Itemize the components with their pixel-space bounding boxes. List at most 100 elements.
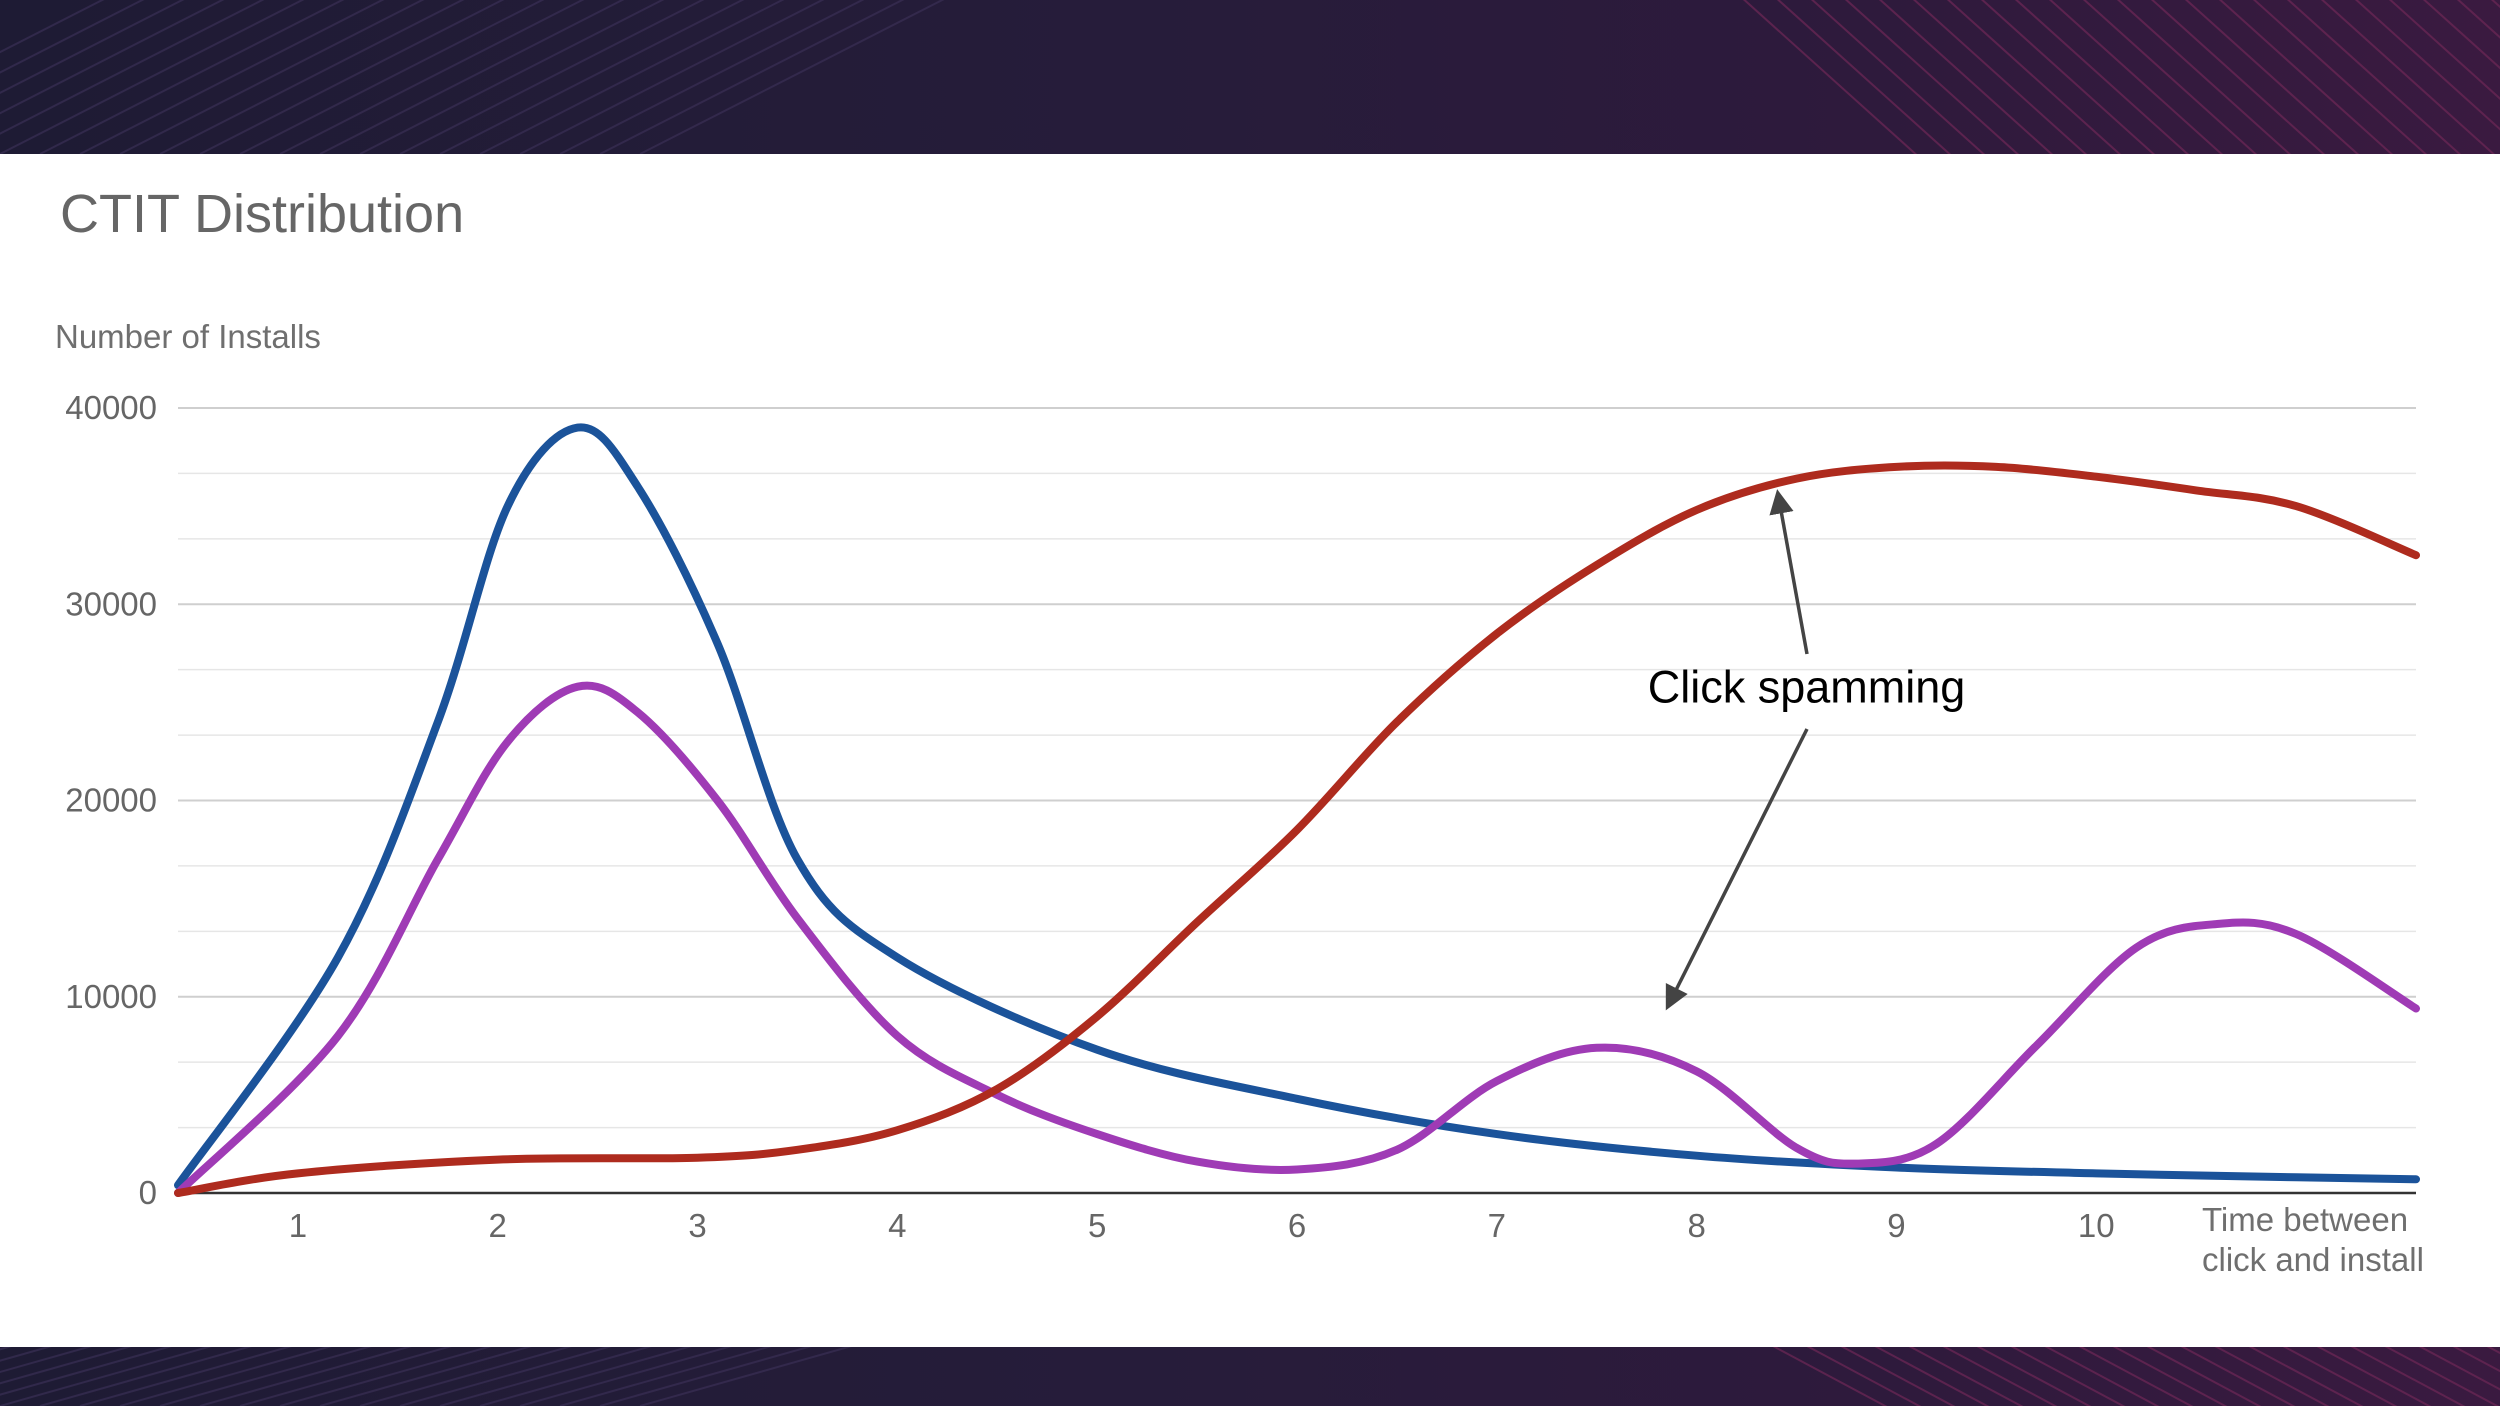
series-lines: [174, 423, 2420, 1197]
decorative-line: [2418, 1347, 2500, 1391]
x-tick-label: 3: [688, 1207, 706, 1244]
decorative-line: [2044, 1347, 2160, 1406]
decorative-line: [1874, 1347, 1990, 1406]
decorative-line: [439, 0, 745, 154]
decorative-line: [2078, 1347, 2194, 1406]
decorative-line: [319, 1347, 532, 1406]
decorative-line: [319, 0, 625, 154]
decorative-line: [1806, 1347, 1922, 1406]
decorative-line: [239, 1347, 452, 1406]
x-tick-label: 8: [1687, 1207, 1705, 1244]
decorative-line: [2490, 0, 2500, 9]
decorative-line: [2184, 0, 2360, 154]
decorative-line: [2486, 1347, 2500, 1355]
decorative-line: [1844, 0, 2020, 154]
annotation-click-spamming: Click spamming: [1648, 661, 1966, 712]
chart-title: CTIT Distribution: [60, 184, 464, 244]
decorative-line: [1976, 1347, 2092, 1406]
decorative-line: [2354, 0, 2500, 131]
x-tick-label: 9: [1887, 1207, 1905, 1244]
decorative-line: [2010, 1347, 2126, 1406]
x-tick-label: 10: [2078, 1207, 2115, 1244]
decorative-line: [359, 0, 665, 154]
decorative-line: [2248, 1347, 2364, 1406]
decorative-line: [2482, 1347, 2500, 1406]
gridlines: [178, 407, 2416, 1195]
decorative-line: [0, 0, 105, 54]
arrow-to-red-line: [1769, 489, 1809, 655]
decorative-line: [2252, 0, 2428, 154]
decorative-line: [119, 0, 425, 154]
decorative-line: [1840, 1347, 1956, 1406]
decorative-line: [1912, 0, 2088, 154]
y-axis-ticks: 0 10000 20000 30000 40000: [65, 389, 157, 1211]
decorative-line: [279, 0, 585, 154]
decorative-line: [2180, 1347, 2296, 1406]
decorative-line: [279, 1347, 492, 1406]
x-axis-label-line-2: click and install: [2202, 1241, 2424, 1278]
decorative-line: [79, 0, 385, 154]
decorative-line: [559, 0, 865, 154]
decorative-line: [0, 0, 225, 115]
chart-panel: 0 10000 20000 30000 40000 1 2 3 4 5 6 7 8 9 10 Click …: [0, 154, 2500, 1347]
x-tick-label: 7: [1488, 1207, 1506, 1244]
decorative-line: [1942, 1347, 2058, 1406]
decorative-line: [2388, 0, 2500, 100]
x-tick-label: 5: [1088, 1207, 1106, 1244]
decorative-line: [0, 1347, 132, 1385]
decorative-line: [559, 1347, 772, 1406]
annotations: Click spamming: [1648, 489, 1966, 1011]
decorative-line: [39, 0, 345, 154]
decorative-line: [2082, 0, 2258, 154]
decorative-line: [0, 0, 145, 74]
decorative-line: [1980, 0, 2156, 154]
decorative-line: [79, 1347, 292, 1406]
decorative-line: [39, 1347, 252, 1406]
decorative-line: [239, 0, 545, 154]
decorative-line: [1946, 0, 2122, 154]
y-tick-label: 20000: [65, 782, 157, 819]
x-tick-label: 1: [289, 1207, 307, 1244]
decorative-line: [1878, 0, 2054, 154]
red-series-line: [174, 461, 2420, 1197]
decorative-line: [2218, 0, 2394, 154]
arrow-to-purple-line: [1665, 728, 1809, 1011]
y-axis-label: Number of Installs: [55, 318, 321, 355]
decorative-line: [0, 0, 305, 154]
decorative-line: [119, 1347, 332, 1406]
decorative-line: [2112, 1347, 2228, 1406]
y-tick-label: 30000: [65, 585, 157, 622]
decorative-line: [2146, 1347, 2262, 1406]
decorative-line: [2014, 0, 2190, 154]
decorative-line: [479, 0, 785, 154]
decorative-line: [639, 1347, 852, 1406]
decorative-line: [359, 1347, 572, 1406]
decorative-line: [159, 0, 465, 154]
ctit-chart: 0 10000 20000 30000 40000 1 2 3 4 5 6 7 8 9 10 Click …: [55, 184, 2424, 1278]
decorative-line: [2116, 0, 2292, 154]
decorative-line: [1772, 1347, 1888, 1406]
decorative-line: [2048, 0, 2224, 154]
x-tick-label: 6: [1288, 1207, 1306, 1244]
decorative-line: [0, 1347, 212, 1406]
decorative-line: [0, 0, 185, 94]
decorative-line: [519, 0, 825, 154]
decorative-line: [599, 1347, 812, 1406]
purple-series-line: [174, 681, 2420, 1197]
decorative-line: [0, 1347, 172, 1396]
decorative-line: [1908, 1347, 2024, 1406]
decorative-line: [2350, 1347, 2466, 1406]
y-tick-label: 0: [139, 1174, 157, 1211]
decorative-line: [2320, 0, 2496, 154]
x-axis-label-line-1: Time between: [2202, 1201, 2408, 1238]
blue-series-line: [174, 423, 2420, 1190]
decorative-line: [199, 0, 505, 154]
decorative-line: [2316, 1347, 2432, 1406]
decorative-line: [2286, 0, 2462, 154]
decorative-line: [159, 1347, 372, 1406]
decorative-line: [2214, 1347, 2330, 1406]
y-tick-label: 40000: [65, 389, 157, 426]
decorative-line: [2384, 1347, 2500, 1406]
decorative-lines: [0, 1347, 2500, 1406]
decorative-line: [1776, 0, 1952, 154]
